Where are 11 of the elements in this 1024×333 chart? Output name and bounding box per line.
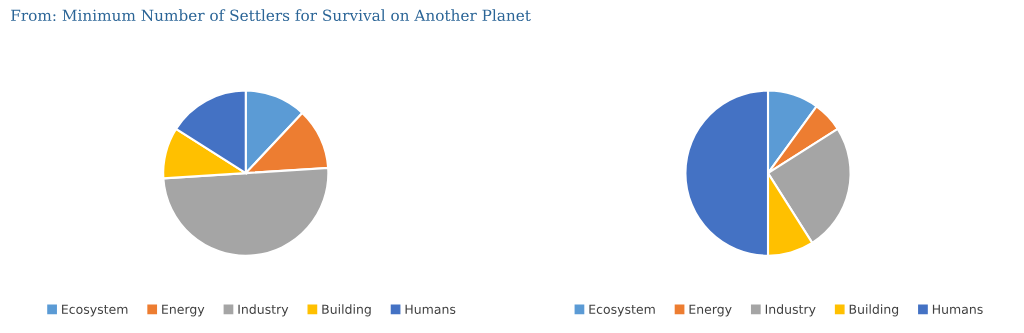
legend-label: Industry <box>765 304 816 317</box>
legend-label: Energy <box>162 304 205 317</box>
legend-label: Humans <box>405 304 456 314</box>
legend-label: Energy <box>689 304 732 317</box>
legend-label: Industry <box>238 304 289 317</box>
legend-label: Humans <box>932 304 983 314</box>
legend-label: Ecosystem <box>62 304 128 317</box>
legend-label: Ecosystem <box>589 304 655 317</box>
legend-label: Building <box>849 304 899 317</box>
chart-title: From: Minimum Number of Settlers for Survival on Another Planet <box>11 9 531 22</box>
legend-label: Building <box>322 304 371 317</box>
